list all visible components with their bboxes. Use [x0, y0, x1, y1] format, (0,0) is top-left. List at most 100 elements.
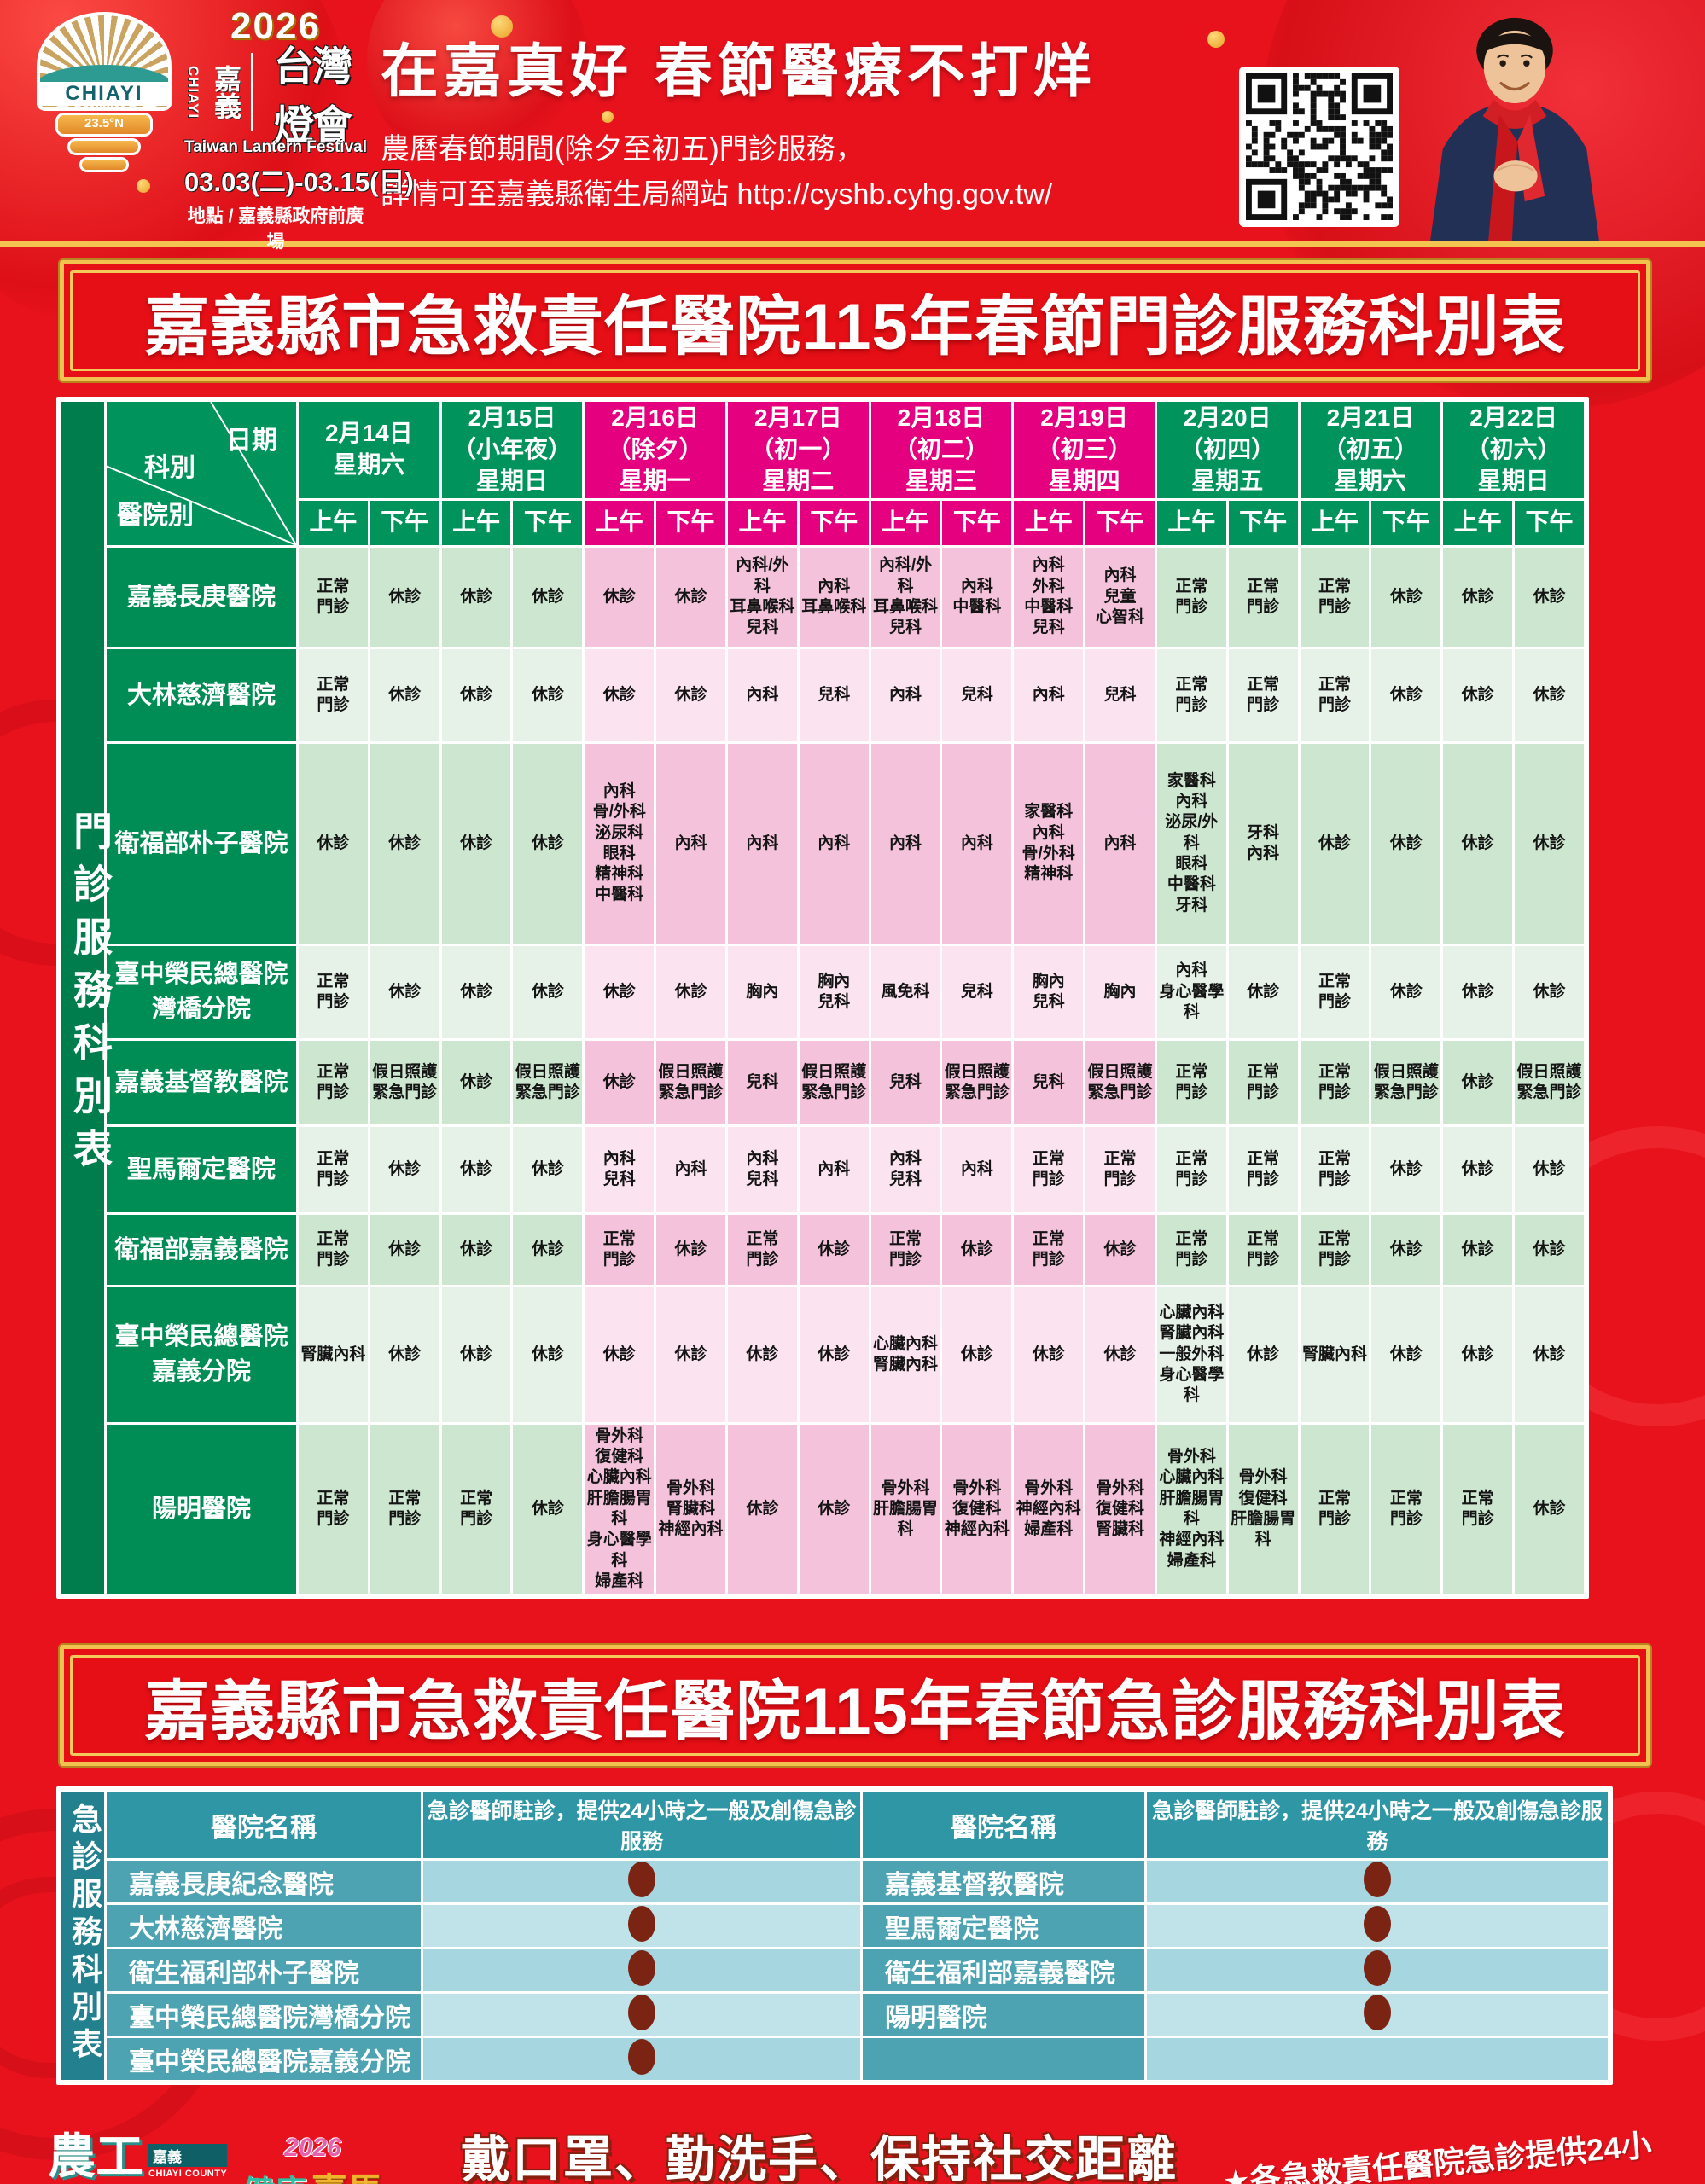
schedule-cell: 兒科	[942, 945, 1012, 1038]
hospital-name: 臺中榮民總醫院 嘉義分院	[107, 1287, 296, 1422]
schedule-cell: 休診	[727, 1424, 797, 1594]
schedule-cell: 胸內	[1085, 945, 1155, 1038]
health-logo-text2: 嘉馬	[311, 2171, 383, 2184]
schedule-cell: 內科	[1085, 743, 1155, 944]
emergency-hospital-name: 大林慈濟醫院	[107, 1905, 421, 1948]
schedule-cell: 胸內 兒科	[1014, 945, 1084, 1038]
schedule-cell: 休診	[1515, 648, 1584, 741]
am-header-0: 上午	[299, 500, 368, 545]
schedule-cell: 休診	[1443, 648, 1513, 741]
schedule-cell: 休診	[370, 743, 439, 944]
corner-dept-label: 科別	[144, 454, 195, 482]
schedule-cell: 假日照護 緊急門診	[1371, 1040, 1441, 1124]
schedule-cell: 休診	[799, 1424, 869, 1594]
am-header-8: 上午	[1443, 500, 1513, 545]
service-dot-icon	[628, 1906, 655, 1943]
schedule-cell: 休診	[370, 945, 439, 1038]
schedule-cell: 休診	[585, 1040, 655, 1124]
gold-dot-decoration	[1207, 31, 1225, 48]
schedule-cell: 正常 門診	[1228, 1214, 1298, 1285]
schedule-cell: 休診	[585, 547, 655, 647]
hospital-row-6: 衛福部嘉義醫院 正常 門診 休診 休診 休診 正常 門診 休診 正常 門診 休診 正常 門診 休診正…	[61, 1214, 1584, 1285]
service-dot-icon	[1364, 1995, 1391, 2031]
schedule-cell: 兒科	[870, 1040, 940, 1124]
pm-header-6: 下午	[1228, 500, 1298, 545]
schedule-cell: 休診	[370, 648, 439, 741]
schedule-cell: 休診	[1443, 1287, 1513, 1422]
hospital-name: 嘉義基督教醫院	[107, 1040, 296, 1124]
footer-right-note: ★各急救責任醫院急診提供24小時服務。	[1220, 2127, 1653, 2184]
schedule-cell: 骨外科 復健科 腎臟科	[1085, 1424, 1155, 1594]
schedule-cell: 正常 門診	[299, 547, 368, 647]
footer-slogan: 戴口罩、勤洗手、保持社交距離	[460, 2132, 1178, 2184]
schedule-cell: 正常 門診	[1156, 547, 1226, 647]
schedule-cell: 休診	[1443, 743, 1513, 944]
schedule-cell: 正常 門診	[1014, 1214, 1084, 1285]
schedule-cell: 休診	[942, 1214, 1012, 1285]
county-logo-badge: 嘉義	[148, 2144, 228, 2168]
schedule-cell: 正常 門診	[1228, 1126, 1298, 1212]
schedule-cell: 骨外科 復健科 心臟內科 肝膽腸胃科 身心醫學科 婦產科	[585, 1424, 655, 1594]
emergency-service-cell	[1147, 1994, 1608, 2036]
schedule-cell: 假日照護 緊急門診	[1085, 1040, 1155, 1124]
schedule-cell: 正常 門診	[1443, 1424, 1513, 1594]
service-dot-icon	[628, 1995, 655, 2031]
schedule-cell: 休診	[1371, 1126, 1441, 1212]
date-header-8: 2月22日 （初六） 星期日	[1443, 402, 1584, 498]
am-header-6: 上午	[1156, 500, 1226, 545]
festival-city: 嘉義	[211, 65, 241, 119]
schedule-cell: 休診	[370, 1287, 439, 1422]
emergency-service-cell	[423, 1905, 860, 1948]
county-logo-line2: 科技大縣	[48, 2181, 227, 2184]
schedule-cell: 正常 門診	[299, 1126, 368, 1212]
schedule-cell: 假日照護 緊急門診	[656, 1040, 725, 1124]
emergency-row-1: 大林慈濟醫院 聖馬爾定醫院	[61, 1905, 1608, 1948]
lantern-festival-logo: 2026 CHIAYI 嘉義 台灣燈會 Taiwan Lantern Festi…	[184, 5, 414, 253]
service-header: 急診醫師駐診，提供24小時之一般及創傷急診服務	[1147, 1792, 1608, 1859]
schedule-cell: 休診	[513, 1287, 583, 1422]
schedule-cell: 內科 兒科	[585, 1126, 655, 1212]
sun-rays-emblem: CHIAYI	[37, 12, 172, 111]
schedule-cell: 正常 門診	[1156, 1214, 1226, 1285]
schedule-cell: 內科	[942, 1126, 1012, 1212]
schedule-cell: 休診	[370, 1214, 439, 1285]
pm-header-5: 下午	[1085, 500, 1155, 545]
schedule-cell: 休診	[441, 1126, 511, 1212]
pm-header-0: 下午	[370, 500, 439, 545]
schedule-cell: 休診	[441, 648, 511, 741]
corner-hospital-label: 醫院別	[117, 501, 194, 530]
date-header-4: 2月18日 （初二） 星期三	[870, 402, 1012, 498]
emergency-service-cell	[1147, 1861, 1608, 1903]
schedule-cell: 正常 門診	[727, 1214, 797, 1285]
schedule-cell: 牙科 內科	[1228, 743, 1298, 944]
schedule-cell: 休診	[441, 547, 511, 647]
hospital-row-1: 大林慈濟醫院 正常 門診 休診 休診 休診 休診 休診 內科 兒科 內科 兒科 內科 兒科 正常 門診 正常…	[61, 648, 1584, 741]
emergency-row-4: 臺中榮民總醫院嘉義分院	[61, 2038, 1608, 2081]
date-header-7: 2月21日 （初五） 星期六	[1300, 402, 1441, 498]
emergency-service-cell	[1147, 1949, 1608, 1992]
schedule-cell: 休診	[513, 1424, 583, 1594]
schedule-cell: 內科 兒科	[727, 1126, 797, 1212]
gold-dot-decoration	[602, 111, 614, 123]
festival-city-en: CHIAYI	[185, 65, 201, 119]
festival-title-en: Taiwan Lantern Festival	[184, 138, 367, 156]
health-logo-text1: 健康	[242, 2175, 307, 2184]
schedule-cell: 骨外科 神經內科 婦產科	[1014, 1424, 1084, 1594]
date-header-0: 2月14日 星期六	[299, 402, 439, 498]
service-dot-icon	[1364, 1950, 1391, 1987]
schedule-cell: 休診	[656, 1287, 725, 1422]
festival-title: 台灣燈會	[274, 44, 352, 148]
am-header-1: 上午	[441, 500, 511, 545]
emergency-sidebar-label: 急診服務科別表	[67, 1802, 102, 2065]
schedule-cell: 休診	[441, 945, 511, 1038]
am-header-2: 上午	[585, 500, 655, 545]
schedule-cell: 休診	[1371, 743, 1441, 944]
schedule-cell: 內科 身心醫學科	[1156, 945, 1226, 1038]
emergency-row-2: 衛生福利部朴子醫院 衛生福利部嘉義醫院	[61, 1949, 1608, 1992]
schedule-cell: 心臟內科 腎臟內科 一般外科 身心醫學科	[1156, 1287, 1226, 1422]
schedule-cell: 內科	[799, 1126, 869, 1212]
schedule-cell: 休診	[656, 648, 725, 741]
divider	[251, 53, 253, 131]
schedule-cell: 內科	[1014, 648, 1084, 741]
